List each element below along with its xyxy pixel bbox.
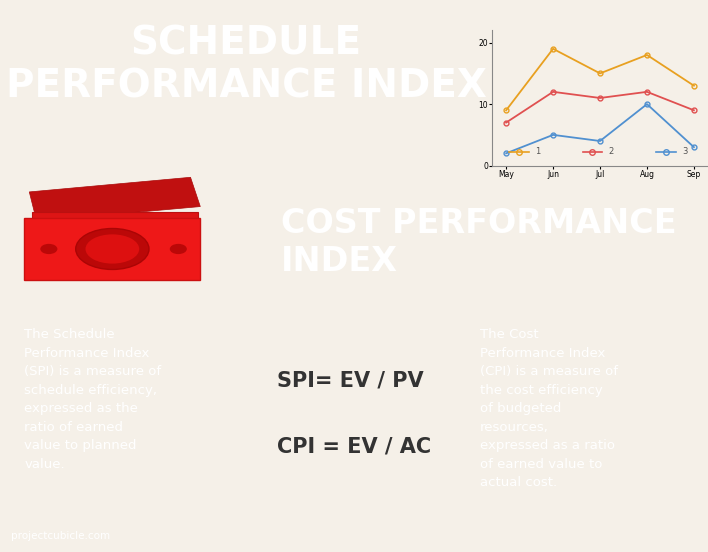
Text: SPI= EV / PV: SPI= EV / PV xyxy=(277,370,423,390)
Polygon shape xyxy=(29,177,200,221)
Text: 3: 3 xyxy=(682,147,687,156)
Ellipse shape xyxy=(170,244,187,254)
Text: The Schedule
Performance Index
(SPI) is a measure of
schedule efficiency,
expres: The Schedule Performance Index (SPI) is … xyxy=(24,328,161,471)
Text: 1: 1 xyxy=(535,147,540,156)
Text: CPI = EV / AC: CPI = EV / AC xyxy=(277,437,430,457)
FancyBboxPatch shape xyxy=(32,213,198,271)
Text: The Cost
Performance Index
(CPI) is a measure of
the cost efficiency
of budgeted: The Cost Performance Index (CPI) is a me… xyxy=(480,328,618,490)
Ellipse shape xyxy=(40,244,57,254)
FancyBboxPatch shape xyxy=(24,218,200,280)
Ellipse shape xyxy=(76,229,149,269)
Ellipse shape xyxy=(86,235,139,264)
Text: SCHEDULE
PERFORMANCE INDEX: SCHEDULE PERFORMANCE INDEX xyxy=(6,25,486,105)
Text: 2: 2 xyxy=(609,147,614,156)
Text: COST PERFORMANCE
INDEX: COST PERFORMANCE INDEX xyxy=(281,206,677,278)
Text: projectcubicle.com: projectcubicle.com xyxy=(11,531,110,541)
